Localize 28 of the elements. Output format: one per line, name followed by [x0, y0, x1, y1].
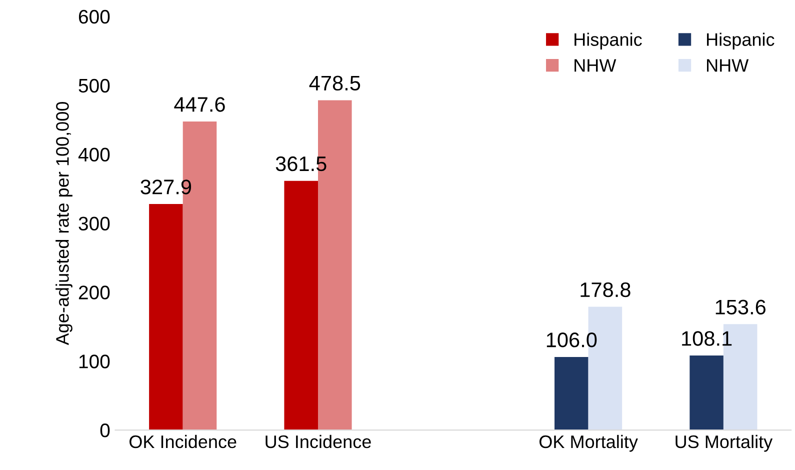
y-tick-label: 300: [78, 216, 110, 230]
legend-label: Hispanic: [707, 32, 774, 50]
bar: [149, 204, 183, 430]
legend-label: NHW: [574, 59, 616, 72]
y-tick-label: 100: [79, 354, 110, 368]
y-tick-label: 600: [78, 10, 110, 24]
x-tick-label: OK Mortality: [539, 434, 638, 452]
legend-label: Hispanic: [574, 32, 642, 50]
y-tick-label: 500: [78, 78, 110, 93]
x-tick-label: US Mortality: [676, 434, 773, 452]
data-label: 327.9: [140, 180, 192, 194]
bar: [284, 180, 318, 430]
data-label: 108.1: [682, 331, 732, 346]
y-tick-label: 0: [100, 424, 110, 438]
bar: [690, 356, 724, 430]
data-label: 178.8: [580, 282, 630, 298]
data-label: 478.5: [309, 76, 360, 91]
y-tick-label: 200: [78, 286, 110, 300]
data-label: 447.6: [174, 97, 225, 112]
bar: [554, 356, 588, 430]
data-label: 361.5: [276, 156, 326, 172]
data-label: 153.6: [716, 300, 766, 314]
x-tick-label: US Incidence: [266, 434, 371, 448]
y-tick-label: 400: [78, 148, 110, 162]
x-tick-label: OK Incidence: [130, 434, 236, 448]
data-label: 106.0: [546, 332, 597, 348]
y-axis-title: Age-adjusted rate per 100,000: [56, 102, 72, 346]
legend-label: NHW: [707, 59, 749, 72]
